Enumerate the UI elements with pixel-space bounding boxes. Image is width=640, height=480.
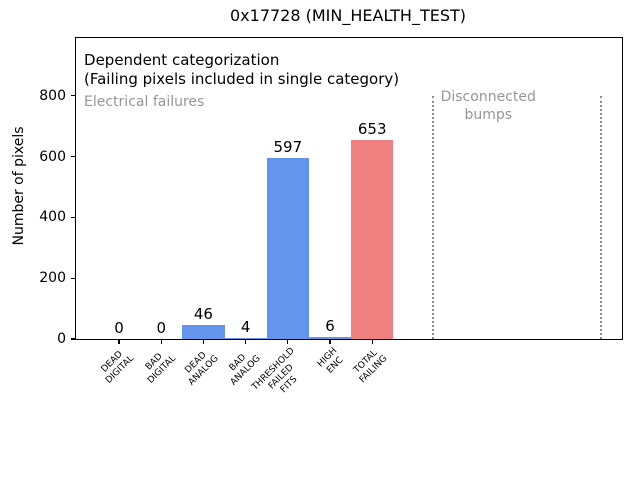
bar-value-label: 4 bbox=[240, 317, 251, 336]
bar-value-label: 0 bbox=[114, 319, 124, 337]
bar-high-enc bbox=[308, 337, 352, 339]
x-tick-mark bbox=[371, 340, 373, 344]
y-tick-label: 800 bbox=[39, 87, 66, 104]
divider-dotted-line bbox=[432, 95, 435, 339]
x-tick-mark bbox=[202, 340, 205, 344]
x-tick-mark bbox=[287, 340, 289, 344]
y-tick-label: 600 bbox=[39, 148, 66, 165]
annotation-electrical-failures: Electrical failures bbox=[84, 93, 205, 110]
y-tick-mark bbox=[71, 155, 75, 158]
x-tick-label-bad-digital: BAD DIGITAL bbox=[143, 351, 179, 386]
y-tick-label: 400 bbox=[39, 209, 66, 226]
x-tick-label-dead-digital: DEAD DIGITAL bbox=[99, 349, 136, 386]
bar-value-label: 597 bbox=[273, 137, 303, 156]
divider-dotted-line bbox=[600, 95, 603, 339]
annotation-disconnected: Disconnected bumps bbox=[440, 88, 536, 123]
x-tick-label-high-enc: HIGH ENC bbox=[315, 346, 346, 376]
bar-value-label: 46 bbox=[193, 305, 213, 324]
x-tick-mark bbox=[118, 340, 120, 344]
y-tick-label: 200 bbox=[39, 270, 66, 287]
bar-threshold-failed-fits bbox=[266, 157, 309, 339]
y-tick-mark bbox=[71, 277, 75, 279]
bar-value-label: 0 bbox=[156, 319, 166, 337]
chart-title: 0x17728 (MIN_HEALTH_TEST) bbox=[229, 6, 467, 25]
plot-area: 0 200 400 600 800 0 DEAD DIGITAL 0 BAD DIGITAL 46… bbox=[39, 37, 623, 395]
y-tick-mark bbox=[71, 216, 75, 218]
bar-dead-analog bbox=[182, 325, 225, 339]
y-tick-label: 0 bbox=[57, 331, 66, 347]
bar-value-label: 6 bbox=[325, 317, 335, 336]
bar-value-label: 653 bbox=[357, 120, 387, 139]
x-tick-mark bbox=[329, 340, 331, 344]
annotation-dependent-categorization: Dependent categorization (Failing pixels… bbox=[84, 51, 400, 89]
y-tick-mark bbox=[71, 338, 75, 340]
bar-total-failing bbox=[351, 140, 394, 339]
x-tick-label-total-failing: TOTAL FAILING bbox=[351, 348, 390, 386]
bar-bad-analog bbox=[224, 337, 267, 339]
x-tick-mark bbox=[245, 340, 247, 344]
y-tick-mark bbox=[71, 95, 75, 97]
x-tick-label-threshold-failed-fits: THRESHOLD FAILED FITS bbox=[250, 346, 300, 396]
y-axis-label: Number of pixels bbox=[11, 126, 27, 246]
x-tick-label-dead-analog: DEAD ANALOG bbox=[182, 350, 221, 388]
x-tick-mark bbox=[160, 340, 162, 344]
